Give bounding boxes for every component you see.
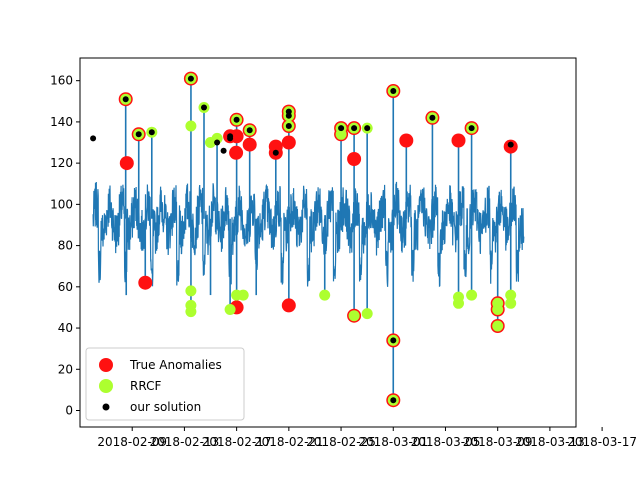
our-solution-point <box>135 131 142 138</box>
x-tick-label: 2018-02-17 <box>202 435 272 449</box>
our-solution-point <box>122 96 129 103</box>
rrcf-point <box>237 289 249 301</box>
our-solution-point <box>187 75 194 82</box>
true-anomaly-point <box>281 298 296 313</box>
y-tick-label: 60 <box>58 280 73 294</box>
x-tick-label: 2018-02-21 <box>254 435 324 449</box>
rrcf-point <box>211 132 223 144</box>
x-tick-label: 2018-02-25 <box>306 435 376 449</box>
true-anomaly-point <box>451 133 466 148</box>
y-tick-label: 160 <box>50 74 73 88</box>
true-anomaly-point <box>242 137 257 152</box>
true-anomaly-point <box>229 145 244 160</box>
true-anomaly-point <box>281 135 296 150</box>
legend-box <box>85 347 245 421</box>
our-solution-markers <box>90 75 514 404</box>
our-solution-point <box>214 139 221 146</box>
y-tick-label: 140 <box>50 115 73 129</box>
rrcf-point <box>466 289 478 301</box>
legend-our-solution-marker <box>102 403 110 411</box>
rrcf-point <box>224 304 236 315</box>
rrcf-point <box>492 320 504 332</box>
rrcf-point <box>335 128 347 140</box>
rrcf-point <box>348 310 360 322</box>
our-solution-point <box>390 88 397 94</box>
legend-rrcf-label: RRCF <box>130 379 161 393</box>
our-solution-point <box>90 135 97 142</box>
y-tick-label: 80 <box>58 239 73 253</box>
legend-true-anomalies-label: True Anomalies <box>129 358 222 372</box>
x-tick-label: 2018-03-17 <box>567 435 637 449</box>
our-solution-point <box>390 337 397 344</box>
our-solution-point <box>468 125 475 132</box>
our-solution-point <box>351 125 358 132</box>
our-solution-point <box>246 127 253 134</box>
y-tick-label: 40 <box>58 321 73 335</box>
y-axis: 0 20 40 60 80 100 120 140 160 <box>50 74 80 418</box>
x-tick-label: 2018-02-13 <box>150 435 220 449</box>
legend-true-anomalies-marker <box>99 358 113 372</box>
our-solution-point <box>201 104 207 111</box>
true-anomaly-point <box>347 152 362 166</box>
legend-our-solution-label: our solution <box>130 400 201 414</box>
y-tick-label: 120 <box>50 156 73 170</box>
x-tick-label: 2018-03-01 <box>358 435 428 449</box>
true-anomaly-point <box>229 129 244 144</box>
x-tick-label: 2018-03-09 <box>463 435 533 449</box>
rrcf-point <box>185 285 197 297</box>
our-solution-point <box>507 141 514 148</box>
plot-area-frame <box>79 57 577 428</box>
signal-line-group <box>92 78 525 401</box>
true-anomaly-point <box>138 275 153 290</box>
our-solution-point <box>285 108 292 115</box>
our-solution-point <box>285 112 292 119</box>
signal-line <box>92 181 525 288</box>
rrcf-point <box>505 297 517 309</box>
x-tick-label: 2018-03-05 <box>411 435 481 449</box>
our-solution-point <box>220 147 227 154</box>
rrcf-point <box>505 289 517 301</box>
rrcf-point <box>453 297 464 309</box>
x-axis: 2018-02-092018-02-132018-02-172018-02-21… <box>97 427 637 449</box>
our-solution-point <box>227 133 234 140</box>
our-solution-point <box>233 116 240 123</box>
true-anomaly-point <box>268 139 283 154</box>
our-solution-point <box>390 397 397 404</box>
rrcf-point <box>185 120 197 132</box>
our-solution-point <box>429 114 436 121</box>
y-tick-label: 100 <box>50 197 73 211</box>
our-solution-point <box>364 125 371 132</box>
legend-rrcf-marker <box>99 379 113 393</box>
rrcf-point <box>492 304 504 315</box>
our-solution-point <box>285 123 292 129</box>
our-solution-point <box>338 125 345 132</box>
legend: True Anomalies RRCF our solution <box>85 347 245 421</box>
y-tick-label: 0 <box>65 404 73 418</box>
rrcf-point <box>185 306 197 318</box>
our-solution-point <box>148 129 155 136</box>
true-anomaly-point <box>119 156 134 171</box>
x-tick-label: 2018-03-13 <box>515 435 585 449</box>
y-tick-label: 20 <box>58 362 73 376</box>
our-solution-point <box>272 149 279 156</box>
true-anomaly-point <box>399 133 414 148</box>
rrcf-point <box>319 289 331 301</box>
x-tick-label: 2018-02-09 <box>97 435 167 449</box>
rrcf-point <box>361 308 373 320</box>
